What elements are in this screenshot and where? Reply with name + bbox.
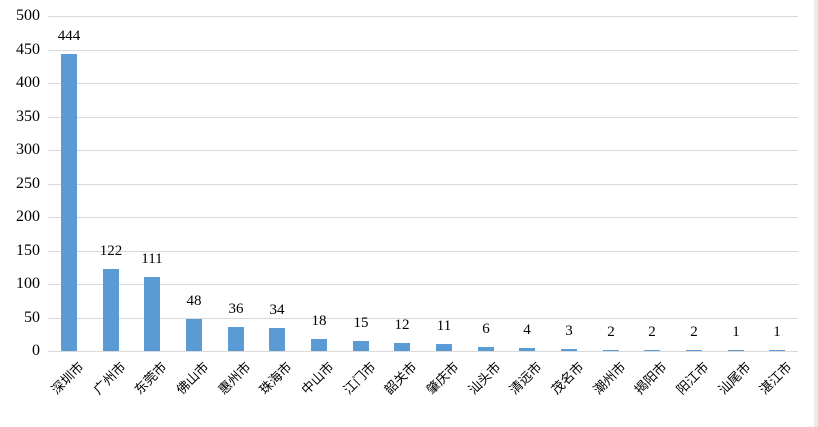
bar <box>603 350 619 351</box>
right-edge-strip <box>814 0 818 427</box>
bar-value-label: 34 <box>269 302 285 318</box>
bar-value-label: 2 <box>690 324 698 340</box>
y-tick-label: 50 <box>24 309 40 326</box>
bar <box>728 350 744 351</box>
bar-value-label: 12 <box>394 317 410 333</box>
bar <box>686 350 702 351</box>
bar-value-label: 111 <box>141 251 163 267</box>
bar <box>394 343 410 351</box>
bar-value-label: 11 <box>436 318 452 334</box>
bar-value-label: 36 <box>228 301 244 317</box>
gridline <box>48 83 798 84</box>
gridline <box>48 251 798 252</box>
gridline <box>48 351 798 352</box>
bar <box>311 339 327 351</box>
bar <box>144 277 160 351</box>
y-tick-label: 400 <box>16 74 40 91</box>
bar-value-label: 2 <box>648 324 656 340</box>
bar-value-label: 3 <box>565 323 573 339</box>
y-tick-label: 500 <box>16 7 40 24</box>
gridline <box>48 284 798 285</box>
bar-value-label: 15 <box>353 315 369 331</box>
bar-value-label: 48 <box>186 293 202 309</box>
bar <box>103 269 119 351</box>
bar <box>478 347 494 351</box>
gridline <box>48 117 798 118</box>
bar-value-label: 1 <box>732 324 740 340</box>
gridline <box>48 50 798 51</box>
y-tick-label: 100 <box>16 275 40 292</box>
y-tick-label: 150 <box>16 242 40 259</box>
bar-value-label: 6 <box>482 321 490 337</box>
gridline <box>48 16 798 17</box>
bar-value-label: 444 <box>57 28 81 44</box>
gridline <box>48 217 798 218</box>
y-tick-label: 200 <box>16 208 40 225</box>
bar <box>269 328 285 351</box>
bar <box>644 350 660 351</box>
y-tick-label: 450 <box>16 41 40 58</box>
bar <box>353 341 369 351</box>
y-tick-label: 250 <box>16 175 40 192</box>
gridline <box>48 184 798 185</box>
bar-value-label: 18 <box>311 313 327 329</box>
bar <box>436 344 452 351</box>
y-tick-label: 300 <box>16 141 40 158</box>
bar-value-label: 2 <box>607 324 615 340</box>
bar-value-label: 122 <box>99 243 123 259</box>
bar-value-label: 4 <box>523 322 531 338</box>
gridline <box>48 150 798 151</box>
bar <box>561 349 577 351</box>
bar-value-label: 1 <box>773 324 781 340</box>
bar <box>61 54 77 351</box>
y-tick-label: 350 <box>16 108 40 125</box>
bar <box>228 327 244 351</box>
gridline <box>48 318 798 319</box>
bar <box>769 350 785 351</box>
y-tick-label: 0 <box>32 342 40 359</box>
bar <box>519 348 535 351</box>
bar <box>186 319 202 351</box>
